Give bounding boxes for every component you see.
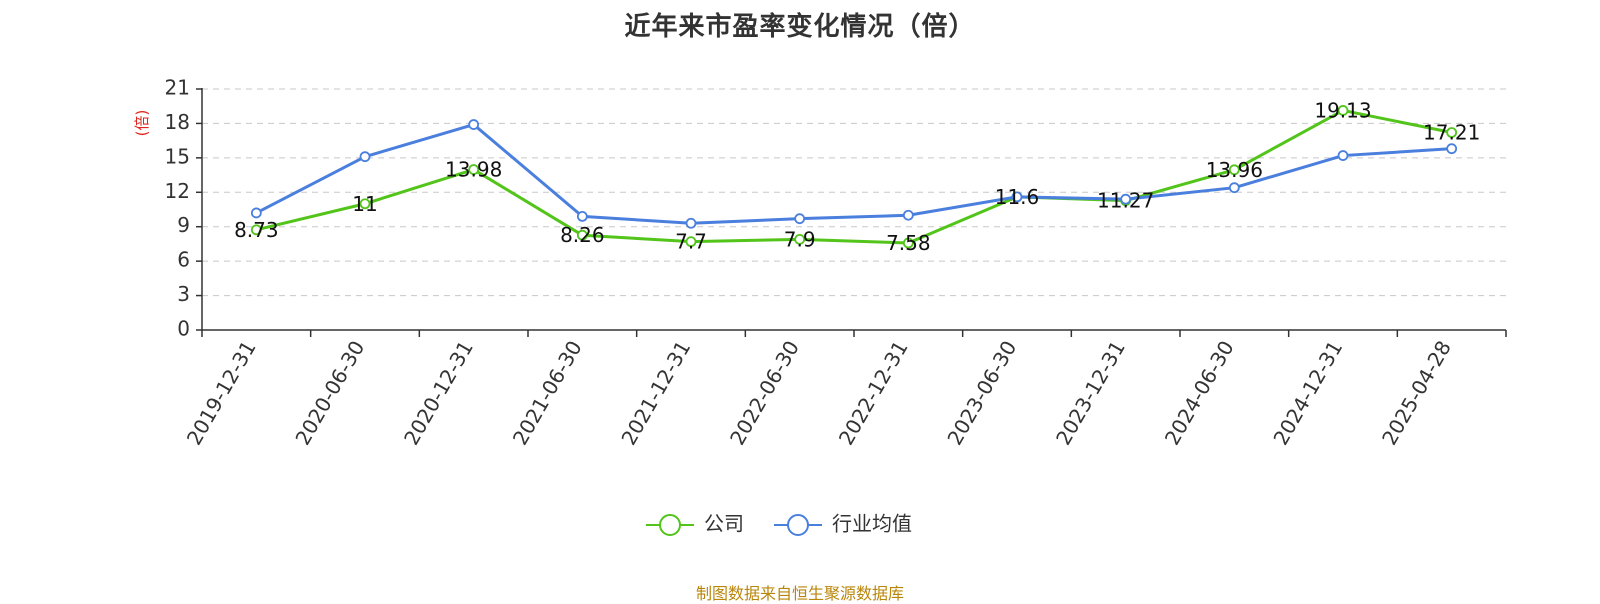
data-point — [468, 119, 480, 130]
y-tick-label: 3 — [177, 282, 190, 306]
grid-lines — [202, 88, 1506, 297]
data-label: 19.13 — [1314, 98, 1371, 122]
data-point — [1120, 193, 1132, 205]
data-label: 7.7 — [675, 230, 707, 254]
data-label: 17.21 — [1423, 120, 1480, 144]
x-tick-label: 2022-12-31 — [834, 336, 913, 449]
x-tick-label: 2025-04-28 — [1377, 337, 1456, 450]
x-tick-label: 2021-06-30 — [508, 337, 587, 450]
data-label: 11.27 — [1097, 189, 1154, 213]
data-point — [1228, 182, 1240, 194]
legend: 公司 行业均值 — [646, 512, 912, 536]
data-point — [794, 233, 806, 245]
data-label: 7.58 — [886, 231, 931, 255]
data-point — [359, 198, 371, 210]
data-point — [576, 229, 588, 241]
x-tick-label: 2024-12-31 — [1268, 337, 1347, 450]
series-line-0 — [255, 108, 1452, 245]
y-tick-label: 21 — [165, 76, 190, 100]
series-lines — [250, 105, 1458, 249]
data-point — [1446, 127, 1458, 138]
x-tick-label: 2023-06-30 — [942, 337, 1021, 450]
data-label: 7.9 — [784, 227, 816, 251]
y-tick-label: 0 — [177, 317, 190, 341]
data-point — [1011, 191, 1023, 203]
chart-title: 近年来市盈率变化情况（倍） — [624, 12, 976, 42]
legend-marker — [659, 514, 681, 536]
data-label: 11.6 — [995, 185, 1040, 209]
data-point — [902, 237, 914, 249]
y-axis-label: (倍) — [133, 110, 151, 137]
x-tick-label: 2021-12-31 — [616, 337, 695, 450]
data-label: 11 — [352, 192, 377, 216]
data-point — [250, 207, 262, 219]
y-tick-label: 18 — [165, 110, 190, 134]
data-point — [1337, 105, 1349, 116]
data-point — [1446, 143, 1458, 155]
source-note: 制图数据来自恒生聚源数据库 — [695, 584, 904, 603]
legend-label: 公司 — [704, 512, 744, 536]
data-point — [685, 217, 697, 229]
data-point — [794, 213, 806, 225]
x-tick-label: 2022-06-30 — [725, 337, 804, 450]
series-line-1 — [255, 123, 1452, 225]
x-tick-label: 2020-06-30 — [290, 337, 369, 450]
data-label: 8.26 — [560, 223, 605, 247]
data-label: 13.96 — [1206, 158, 1263, 182]
data-point — [1228, 164, 1240, 176]
axes: 0 3 6 9 12 15 18 21 2019-12-31 2020-06-30 2020-12-… — [133, 76, 1507, 450]
x-tick-label: 2019-12-31 — [182, 337, 261, 450]
data-point — [359, 151, 371, 163]
data-label: 8.73 — [234, 218, 279, 242]
data-point — [250, 224, 262, 236]
data-label: 13.98 — [445, 158, 502, 182]
x-tick-label: 2023-12-31 — [1051, 337, 1130, 450]
legend-label: 行业均值 — [832, 512, 912, 536]
data-point — [902, 209, 914, 221]
x-tick-label: 2020-12-31 — [399, 336, 478, 449]
data-point — [1337, 150, 1349, 161]
y-tick-label: 9 — [177, 213, 190, 237]
data-point — [468, 164, 480, 175]
data-point — [576, 210, 588, 222]
y-tick-label: 12 — [165, 179, 190, 203]
data-point — [685, 236, 697, 248]
y-tick-label: 15 — [165, 144, 190, 168]
data-labels: 8.73 11 13.98 8.26 7.7 7.9 7.58 11.6 11.27 13.96 1… — [234, 98, 1480, 255]
legend-marker — [787, 514, 809, 536]
y-tick-label: 6 — [177, 248, 190, 272]
x-tick-label: 2024-06-30 — [1160, 337, 1239, 450]
